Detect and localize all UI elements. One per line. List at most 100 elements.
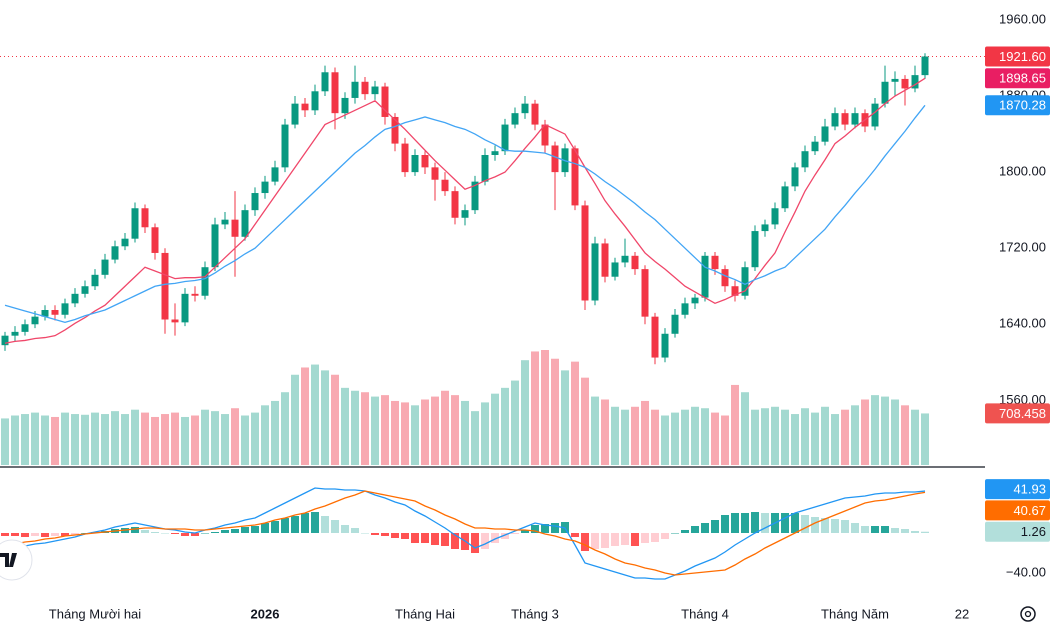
candle-body	[451, 191, 459, 218]
candle-body	[431, 167, 439, 180]
candle-body	[741, 267, 749, 296]
volume-bar	[701, 408, 709, 465]
histogram-bar	[41, 533, 49, 537]
volume-bar	[531, 351, 539, 465]
candle-body	[101, 259, 109, 275]
volume-bar	[21, 414, 29, 465]
candle-body	[591, 243, 599, 301]
candle-body	[311, 91, 319, 111]
volume-bar	[481, 402, 489, 465]
candle-body	[771, 208, 779, 225]
candle-body	[681, 303, 689, 315]
candle-body	[811, 141, 819, 152]
signal-label-bg	[985, 500, 1050, 521]
candle-body	[111, 246, 119, 260]
candle-body	[841, 113, 849, 125]
candle-body	[651, 316, 659, 358]
candle-body	[881, 81, 889, 104]
y-tick-label: −40.00	[1006, 564, 1046, 579]
candle-body	[891, 78, 899, 82]
macd-line	[4, 487, 926, 580]
candle-body	[501, 124, 509, 152]
histogram-bar	[431, 533, 439, 545]
candle-body	[11, 331, 19, 336]
histogram-bar	[371, 533, 379, 535]
histogram-bar	[511, 533, 519, 534]
histogram-bar	[651, 533, 659, 542]
volume-bar	[271, 400, 279, 465]
histogram-bar	[901, 529, 909, 533]
volume-bar	[1, 418, 9, 465]
logo[interactable]	[0, 539, 33, 581]
candle-body	[541, 124, 549, 146]
histogram-bar	[451, 533, 459, 549]
histogram-bar	[731, 513, 739, 533]
volume-bar	[781, 409, 789, 465]
volume-label: 708.458	[999, 406, 1046, 421]
candle-body	[211, 224, 219, 268]
volume-bar	[871, 395, 879, 465]
histogram-bar	[701, 523, 709, 533]
candle-body	[301, 103, 309, 111]
volume-bar	[231, 408, 239, 465]
histogram-bar	[571, 533, 579, 537]
histogram-bar	[871, 526, 879, 533]
volume-bar	[301, 367, 309, 465]
candle-body	[851, 113, 859, 125]
volume-bar	[911, 409, 919, 465]
volume-bar	[731, 384, 739, 465]
candle-body	[461, 210, 469, 218]
volume-bar	[521, 360, 529, 465]
volume-bar	[501, 387, 509, 465]
histogram-bar	[881, 526, 889, 533]
candle-body	[911, 75, 919, 89]
candle-body	[421, 155, 429, 168]
volume-bar	[571, 361, 579, 465]
histogram-bar	[131, 527, 139, 533]
histogram-bar	[271, 521, 279, 533]
volume-bar	[51, 416, 59, 465]
volume-bar	[251, 412, 259, 465]
macd-label: 41.93	[1013, 482, 1046, 497]
histogram-bar	[641, 533, 649, 543]
ma-fast-label-bg	[985, 68, 1050, 89]
candle-body	[761, 224, 769, 232]
x-tick-label: Tháng Hai	[395, 606, 455, 621]
histogram-bar	[741, 513, 749, 533]
volume-bar	[611, 406, 619, 465]
histogram-bar	[281, 518, 289, 533]
histogram-bar	[531, 525, 539, 533]
histogram-bar	[141, 530, 149, 533]
volume-bar	[131, 409, 139, 465]
histogram-bar	[301, 513, 309, 533]
volume-label-bg	[985, 403, 1050, 424]
volume-bar	[601, 399, 609, 465]
histogram-bar	[911, 531, 919, 533]
histogram-bar	[171, 533, 179, 534]
volume-bar	[181, 416, 189, 465]
histogram-bar	[231, 529, 239, 533]
histogram-bar	[751, 512, 759, 533]
candle-body	[671, 314, 679, 334]
candle-body	[791, 167, 799, 187]
candle-body	[361, 81, 369, 95]
histogram-bar	[541, 524, 549, 533]
y-tick-label: 1720.00	[999, 240, 1046, 255]
candle-body	[191, 293, 199, 296]
histogram-bar	[351, 528, 359, 533]
volume-bar	[671, 412, 679, 465]
candle-body	[51, 310, 59, 315]
volume-bar	[371, 396, 379, 465]
candle-body	[271, 167, 279, 182]
histogram-bar	[481, 533, 489, 549]
volume-bar	[831, 414, 839, 465]
volume-bar	[551, 358, 559, 465]
candle-body	[371, 86, 379, 95]
volume-bar	[381, 395, 389, 465]
candle-body	[121, 238, 129, 247]
histogram-bar	[841, 520, 849, 533]
candle-body	[691, 297, 699, 304]
volume-bar	[861, 399, 869, 465]
settings-button[interactable]	[1020, 606, 1036, 622]
volume-bar	[71, 414, 79, 465]
